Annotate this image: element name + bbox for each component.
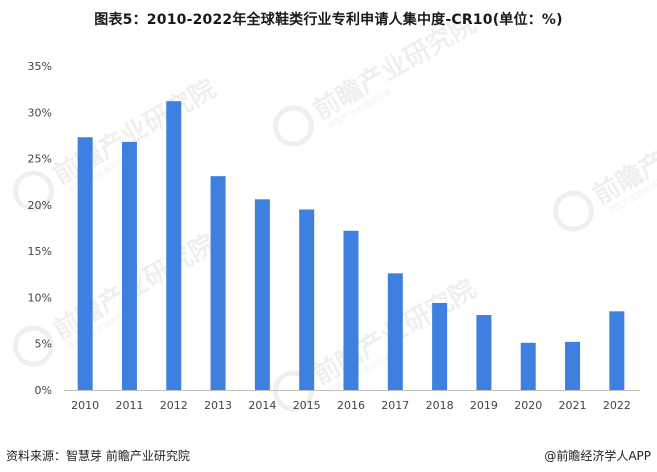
x-tick-label: 2015 xyxy=(293,399,321,412)
watermark-text: 前瞻产业研究院 xyxy=(308,8,481,126)
watermark-logo-icon xyxy=(12,170,54,212)
x-tick-label: 2022 xyxy=(603,399,631,412)
bar-2011 xyxy=(121,141,137,390)
bar-2014 xyxy=(254,199,270,390)
y-tick-label: 20% xyxy=(28,199,52,212)
x-tick-label: 2012 xyxy=(160,399,188,412)
watermark-logo-icon xyxy=(272,105,314,147)
x-tick-label: 2020 xyxy=(514,399,542,412)
bars xyxy=(77,101,625,391)
x-tick-label: 2010 xyxy=(71,399,99,412)
x-tick-label: 2016 xyxy=(337,399,365,412)
bar-2018 xyxy=(432,302,448,390)
bar-2013 xyxy=(210,176,226,390)
y-tick-label: 5% xyxy=(35,338,52,351)
y-tick-label: 15% xyxy=(28,245,52,258)
bar-2021 xyxy=(565,341,581,390)
brand-label: @前瞻经济学人APP xyxy=(544,449,651,463)
x-tick-label: 2014 xyxy=(248,399,276,412)
y-tick-label: 10% xyxy=(28,291,52,304)
bar-2019 xyxy=(476,315,492,390)
x-tick-label: 2021 xyxy=(559,399,587,412)
y-tick-label: 25% xyxy=(28,153,52,166)
chart-title: 图表5：2010-2022年全球鞋类行业专利申请人集中度-CR10(单位：%) xyxy=(94,12,563,28)
bar-2016 xyxy=(343,230,359,390)
bar-2010 xyxy=(77,137,93,390)
bar-2012 xyxy=(166,101,182,391)
x-tick-label: 2017 xyxy=(381,399,409,412)
y-tick-label: 0% xyxy=(35,384,52,397)
watermark-logo-icon xyxy=(12,325,54,367)
watermark-logo-icon xyxy=(552,190,594,232)
x-axis: 2010 2011 2012 2013 2014 2015 2016 2017 2018 2019… xyxy=(64,390,640,412)
bar-2017 xyxy=(387,273,403,390)
x-tick-label: 2011 xyxy=(115,399,143,412)
x-tick-label: 2018 xyxy=(426,399,454,412)
bar-2020 xyxy=(520,342,536,390)
source-note: 资料来源：智慧芽 前瞻产业研究院 xyxy=(6,449,190,463)
x-tick-label: 2019 xyxy=(470,399,498,412)
bar-2015 xyxy=(299,209,315,390)
y-tick-label: 30% xyxy=(28,106,52,119)
y-axis: 0% 5% 10% 15% 20% 25% 30% 35% xyxy=(28,60,52,397)
y-tick-label: 35% xyxy=(28,60,52,73)
x-tick-label: 2013 xyxy=(204,399,232,412)
bar-2022 xyxy=(609,311,625,390)
